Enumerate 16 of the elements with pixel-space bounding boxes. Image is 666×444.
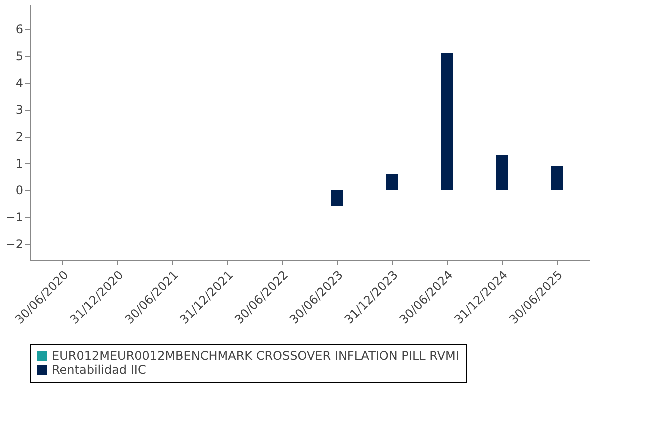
bar [441, 53, 454, 190]
bar [496, 155, 508, 190]
legend-label: EUR012MEUR0012MBENCHMARK CROSSOVER INFLATION PILL RVMI [52, 349, 460, 363]
y-tick-label: 0 [16, 184, 24, 198]
y-tick-label: −2 [6, 237, 24, 252]
y-tick-label: 1 [16, 156, 24, 171]
y-tick-label: 5 [16, 50, 24, 64]
y-tick-label: 3 [16, 103, 24, 118]
y-tick-label: 2 [16, 130, 24, 144]
y-tick-label: 6 [16, 22, 24, 37]
bar [386, 174, 398, 190]
y-tick-label: −1 [6, 210, 24, 225]
bar [331, 190, 344, 206]
bar [551, 166, 564, 190]
y-tick-label: 4 [16, 76, 24, 90]
legend-label: Rentabilidad IIC [52, 363, 146, 377]
